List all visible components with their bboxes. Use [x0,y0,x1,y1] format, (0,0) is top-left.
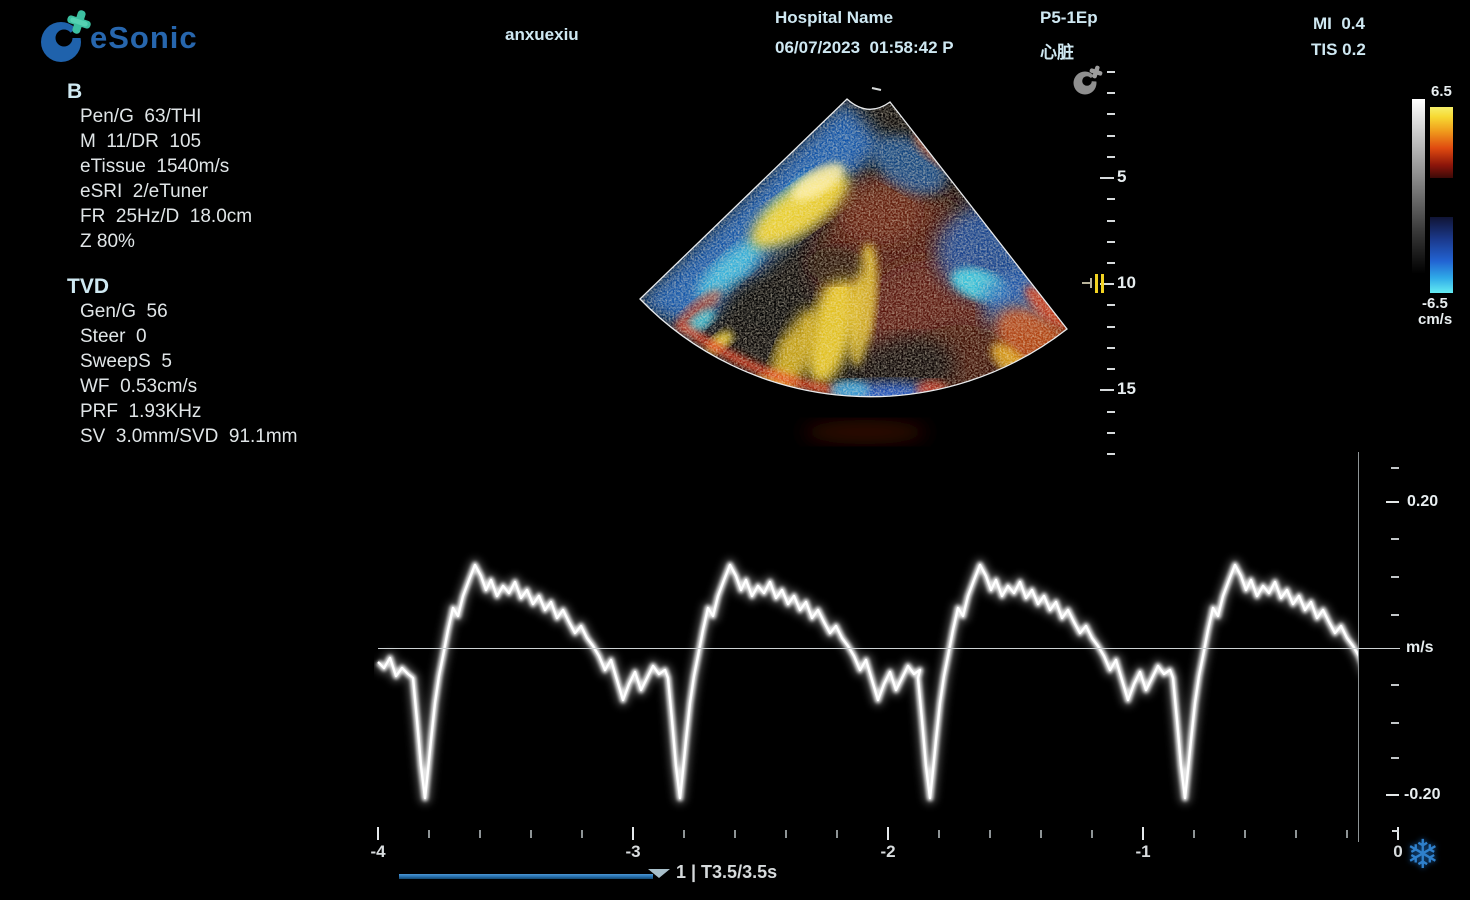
depth-tick [1100,389,1114,392]
b-param-line: FR 25Hz/D 18.0cm [80,206,253,227]
b-param-line: eSRI 2/eTuner [80,181,209,202]
spectral-unit-label: m/s [1406,639,1434,656]
color-scale-max: 6.5 [1431,83,1452,100]
depth-tick [1107,113,1115,116]
b-param-line: Pen/G 63/THI [80,106,202,127]
depth-tick [1107,261,1115,264]
logo-mark-icon [41,10,96,62]
exam-preset: 心脏 [1040,43,1074,62]
color-doppler-bar-positive [1430,107,1453,178]
freeze-snowflake-icon[interactable]: ❄ [1406,833,1440,877]
ultrasound-sector-image[interactable] [580,60,1140,470]
spectral-waveform [374,558,1359,805]
tvd-param-line: SV 3.0mm/SVD 91.1mm [80,426,298,447]
exam-datetime: 06/07/2023 01:58:42 P [775,38,954,57]
cine-progress-pointer-icon[interactable] [648,869,670,878]
depth-tick [1107,325,1115,328]
b-param-line: Z 80% [80,231,135,252]
depth-tick [1107,304,1115,307]
color-scale-unit: cm/s [1418,311,1453,328]
depth-tick [1107,431,1115,434]
time-axis-label: -3 [625,842,641,861]
b-param-line: eTissue 1540m/s [80,156,230,177]
tvd-param-line: PRF 1.93KHz [80,401,202,422]
tvd-param-line: Gen/G 56 [80,301,168,322]
time-axis-label: 0 [1393,842,1403,861]
depth-tick [1107,198,1115,201]
tvd-title: TVD [67,275,109,298]
depth-tick-label: 15 [1117,379,1136,399]
depth-tick [1107,92,1115,95]
depth-tick [1107,346,1115,349]
tvd-param-line: Steer 0 [80,326,147,347]
spectral-y-min-label: -0.20 [1404,786,1441,803]
depth-tick [1107,155,1115,158]
time-axis-label: -2 [880,842,896,861]
time-axis-label: -4 [370,842,386,861]
logo: eSonic [0,0,220,70]
depth-tick [1107,219,1115,222]
depth-tick [1107,368,1115,371]
mi-value: MI 0.4 [1313,14,1365,33]
b-param-line: M 11/DR 105 [80,131,202,152]
b-mode-title: B [67,80,83,103]
tvd-param-line: SweepS 5 [80,351,172,372]
probe-orientation-icon [1073,65,1106,95]
grayscale-bar [1412,99,1425,274]
color-scale-min: -6.5 [1422,295,1448,312]
tvd-param-line: WF 0.53cm/s [80,376,198,397]
depth-tick [1107,134,1115,137]
depth-tick [1107,71,1115,73]
hospital-name: Hospital Name [775,8,894,27]
spectral-y-max-label: 0.20 [1407,493,1439,510]
logo-text: eSonic [90,20,198,55]
cine-progress-bar[interactable] [399,874,653,879]
depth-tick-label: 10 [1117,273,1136,293]
depth-tick [1107,240,1115,243]
cine-status-label: 1 | T3.5/3.5s [676,862,778,882]
spectral-waveform [375,561,1359,802]
patient-name: anxuexiu [505,25,579,44]
depth-tick [1107,410,1115,413]
depth-tick [1107,452,1115,455]
color-doppler-bar-negative [1430,217,1453,293]
sector-outline [639,98,1068,398]
spectral-waveform [377,563,1359,800]
depth-tick [1100,177,1114,180]
depth-tick-label: 5 [1117,167,1127,187]
depth-ruler: 5 10 15 [1070,60,1160,470]
probe-model: P5-1Ep [1040,8,1098,27]
depth-tick [1100,283,1114,286]
time-axis-label: -1 [1135,842,1151,861]
tis-value: TIS 0.2 [1311,40,1366,59]
